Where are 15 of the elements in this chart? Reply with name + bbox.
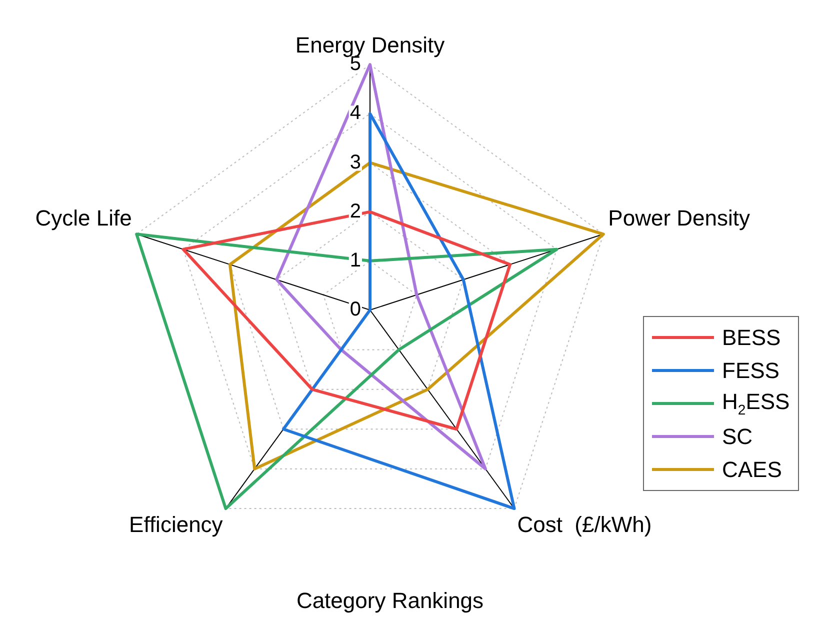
- spoke-label: Cost (£/kWh): [517, 512, 652, 537]
- legend-label: BESS: [722, 324, 781, 350]
- legend-label: CAES: [722, 456, 782, 482]
- spoke-label: Cycle Life: [35, 205, 132, 230]
- y-tick-label: 0: [350, 298, 361, 321]
- spoke-label: Efficiency: [129, 512, 223, 537]
- spoke-label: Power Density: [608, 205, 750, 230]
- y-tick-label: 4: [350, 102, 361, 124]
- legend-label: SC: [722, 424, 753, 450]
- text: Category Rankings: [295, 588, 485, 614]
- legend-label: H$_{2}$ESS: [722, 389, 790, 418]
- y-tick-label: 3: [350, 151, 361, 174]
- y-tick-label: 2: [350, 200, 361, 222]
- y-tick-label: 1: [350, 249, 361, 272]
- legend-label: FESS: [722, 358, 780, 384]
